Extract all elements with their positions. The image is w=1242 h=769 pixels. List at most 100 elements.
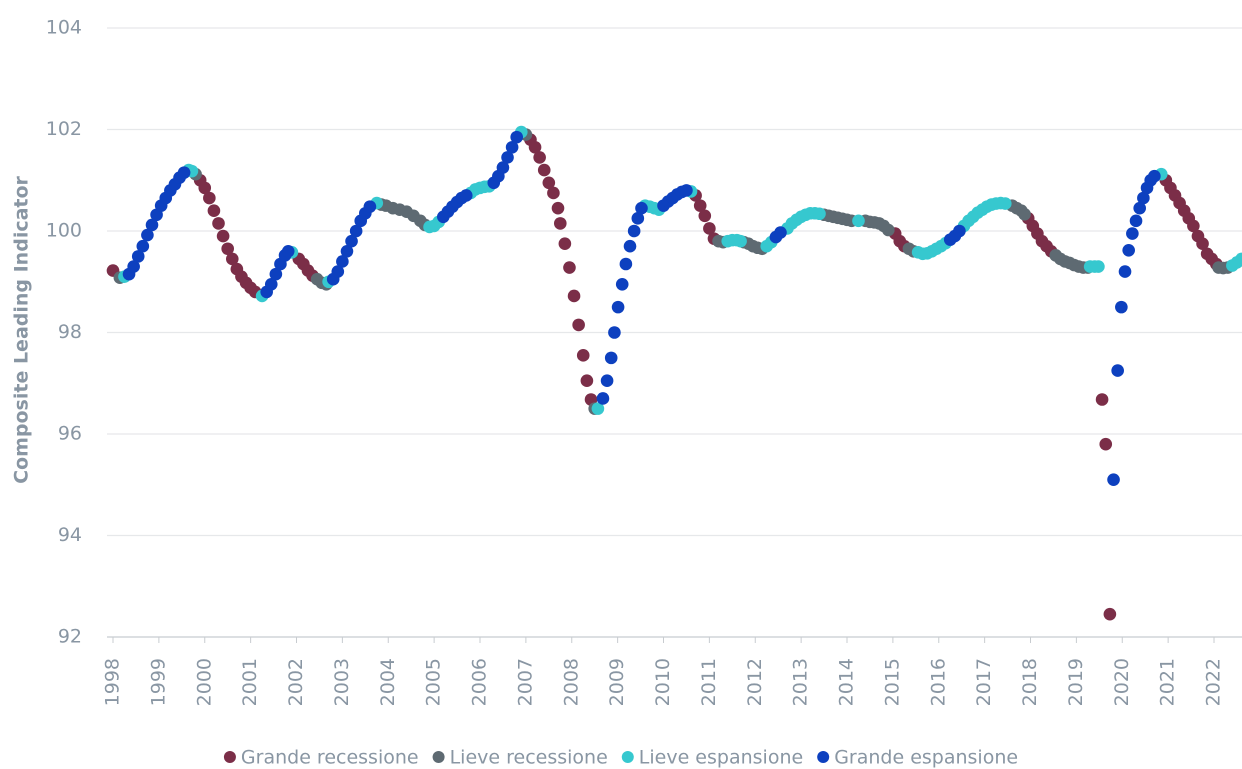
point bbox=[1122, 243, 1135, 257]
point bbox=[510, 130, 524, 144]
point bbox=[203, 191, 216, 205]
point bbox=[953, 224, 966, 238]
point bbox=[623, 239, 637, 253]
y-tick-label: 100 bbox=[46, 220, 82, 242]
point bbox=[693, 199, 707, 212]
point bbox=[1196, 237, 1209, 250]
y-tick-label: 104 bbox=[46, 17, 82, 39]
point bbox=[567, 289, 581, 303]
legend-label: Grande recessione bbox=[241, 747, 419, 769]
point bbox=[542, 176, 556, 190]
point bbox=[131, 250, 145, 263]
point bbox=[1107, 473, 1120, 486]
x-tick-label: 2012 bbox=[744, 658, 766, 706]
point bbox=[553, 217, 567, 230]
point bbox=[1118, 265, 1132, 278]
point bbox=[127, 260, 140, 273]
point bbox=[177, 166, 191, 179]
point bbox=[1092, 260, 1105, 273]
point bbox=[1133, 201, 1146, 215]
point bbox=[269, 267, 283, 281]
point bbox=[216, 229, 230, 243]
x-tick-label: 2009 bbox=[606, 658, 628, 706]
x-tick-label: 2002 bbox=[285, 658, 307, 706]
x-tick-label: 2008 bbox=[560, 658, 582, 706]
x-tick-label: 1998 bbox=[102, 658, 124, 706]
x-tick-label: 2017 bbox=[973, 658, 995, 706]
x-tick-label: 1999 bbox=[147, 658, 169, 706]
point bbox=[551, 201, 565, 215]
legend-label: Lieve recessione bbox=[450, 747, 608, 769]
legend-marker bbox=[223, 751, 236, 763]
point bbox=[1099, 437, 1113, 451]
point bbox=[1235, 252, 1242, 266]
point bbox=[611, 300, 625, 314]
point bbox=[264, 277, 278, 291]
point bbox=[528, 140, 542, 154]
point bbox=[225, 252, 239, 266]
point bbox=[501, 151, 514, 164]
point bbox=[698, 209, 712, 223]
point bbox=[600, 374, 614, 388]
x-tick-label: 2018 bbox=[1019, 658, 1041, 706]
x-tick-label: 2004 bbox=[377, 658, 399, 706]
point bbox=[1137, 191, 1150, 205]
x-tick-label: 2014 bbox=[836, 658, 858, 706]
point bbox=[619, 257, 633, 271]
point bbox=[608, 326, 621, 339]
point bbox=[615, 277, 629, 291]
y-tick-label: 98 bbox=[58, 321, 82, 343]
x-tick-label: 2015 bbox=[881, 658, 903, 706]
point bbox=[604, 351, 618, 365]
point bbox=[363, 200, 377, 213]
point bbox=[563, 261, 576, 274]
legend-marker bbox=[432, 751, 445, 763]
point bbox=[537, 163, 551, 177]
point bbox=[1103, 607, 1117, 621]
point bbox=[340, 245, 354, 258]
point bbox=[881, 223, 895, 237]
x-tick-label: 2019 bbox=[1065, 658, 1087, 706]
legend: Grande recessione Lieve recessione Lieve e… bbox=[223, 747, 1018, 769]
point bbox=[547, 186, 560, 200]
point bbox=[558, 237, 572, 250]
point bbox=[703, 222, 716, 235]
point bbox=[631, 212, 645, 225]
point bbox=[198, 181, 212, 195]
point bbox=[141, 228, 154, 242]
point bbox=[813, 207, 826, 221]
point bbox=[221, 242, 234, 256]
point bbox=[1018, 207, 1031, 221]
point bbox=[774, 226, 787, 239]
x-tick-label: 2010 bbox=[652, 658, 674, 706]
point bbox=[1111, 364, 1124, 377]
points bbox=[106, 125, 1242, 621]
x-tick-label: 2011 bbox=[698, 658, 720, 706]
point bbox=[1126, 227, 1139, 240]
x-tick-label: 2001 bbox=[239, 658, 261, 706]
y-tick-label: 94 bbox=[58, 524, 82, 546]
point bbox=[1148, 169, 1161, 183]
x-tick-label: 2003 bbox=[331, 658, 353, 706]
point bbox=[349, 224, 363, 238]
point bbox=[136, 239, 150, 253]
legend-label: Lieve espansione bbox=[639, 747, 803, 769]
point bbox=[580, 374, 594, 388]
point bbox=[336, 255, 349, 268]
y-axis-title: Composite Leading Indicator bbox=[11, 175, 33, 483]
legend-marker bbox=[817, 751, 830, 763]
x-tick-label: 2021 bbox=[1157, 658, 1179, 706]
point bbox=[533, 151, 546, 164]
point bbox=[345, 234, 358, 248]
point bbox=[1187, 219, 1200, 233]
x-tick-label: 2022 bbox=[1203, 658, 1225, 706]
point bbox=[635, 201, 648, 215]
legend-label: Grande espansione bbox=[834, 747, 1018, 769]
x-tick-label: 2020 bbox=[1111, 658, 1133, 706]
x-tick-label: 2013 bbox=[790, 658, 812, 706]
x-tick-label: 2006 bbox=[469, 658, 491, 706]
point bbox=[212, 217, 225, 230]
point bbox=[596, 392, 610, 405]
point bbox=[680, 184, 693, 197]
